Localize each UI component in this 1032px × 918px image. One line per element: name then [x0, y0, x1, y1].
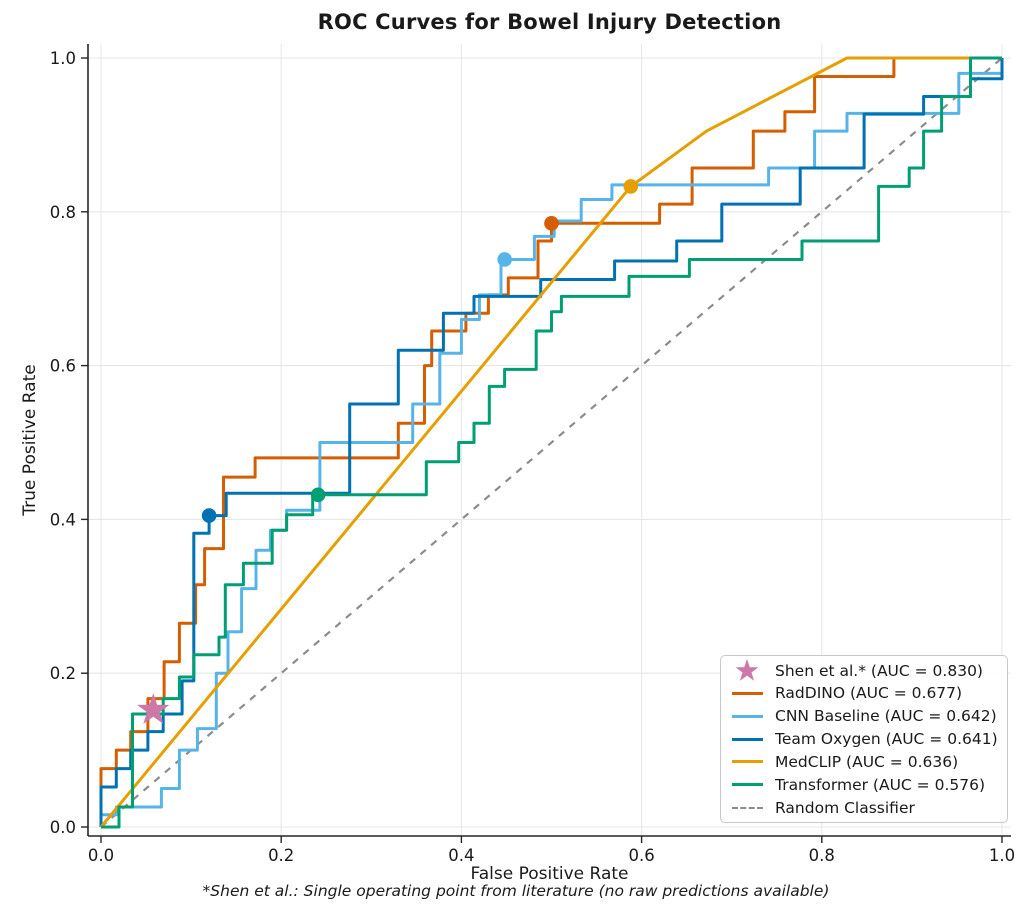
roc-curve-transformer-auc-0-576 [101, 56, 1002, 829]
operating-point-star-shen-et-al-auc-0-830 [137, 693, 170, 724]
operating-point-cnn-baseline-auc-0-642 [497, 252, 512, 267]
y-tick-label: 0.2 [50, 664, 76, 683]
star-icon [726, 658, 768, 684]
star-glyph [735, 658, 759, 681]
legend-label: Transformer (AUC = 0.576) [775, 775, 986, 794]
line-swatch-icon [726, 783, 768, 787]
x-tick-label: 0.0 [88, 846, 114, 865]
chart-title: ROC Curves for Bowel Injury Detection [317, 10, 782, 34]
legend-item-random-classifier: Random Classifier [726, 796, 1001, 819]
x-tick-label: 0.6 [628, 846, 654, 865]
x-axis-label: False Positive Rate [470, 864, 629, 884]
legend-item-medclip-auc-0-636: MedCLIP (AUC = 0.636) [726, 750, 1001, 773]
footnote: *Shen et al.: Single operating point fro… [202, 882, 830, 900]
line-swatch-icon [726, 691, 768, 695]
roc-curve-cnn-baseline-auc-0-642 [99, 58, 1004, 827]
legend-label: RadDINO (AUC = 0.677) [775, 684, 963, 703]
y-tick-label: 1.0 [50, 49, 76, 68]
line-swatch-icon [726, 760, 768, 764]
legend-item-shen-et-al-auc-0-830: Shen et al.* (AUC = 0.830) [726, 658, 1001, 684]
operating-point-medclip-auc-0-636 [623, 179, 639, 194]
y-tick-label: 0.6 [50, 357, 76, 376]
legend-item-transformer-auc-0-576: Transformer (AUC = 0.576) [726, 773, 1001, 796]
roc-curve-medclip-auc-0-636 [99, 56, 1002, 828]
legend-label: Shen et al.* (AUC = 0.830) [775, 661, 983, 680]
legend-label: CNN Baseline (AUC = 0.642) [775, 707, 997, 726]
y-axis-label: True Positive Rate [20, 364, 40, 516]
legend-label: Random Classifier [775, 798, 915, 817]
x-tick-label: 0.8 [809, 846, 835, 865]
roc-curve-random-classifier [100, 57, 1003, 828]
line-swatch-icon [726, 737, 768, 741]
legend-label: Team Oxygen (AUC = 0.641) [775, 730, 998, 749]
operating-point-raddino-auc-0-677 [544, 216, 559, 231]
operating-point-transformer-auc-0-576 [310, 487, 326, 503]
y-tick-label: 0.4 [50, 510, 76, 529]
legend: Shen et al.* (AUC = 0.830) RadDINO (AUC =… [720, 655, 1008, 823]
legend-item-cnn-baseline-auc-0-642: CNN Baseline (AUC = 0.642) [726, 705, 1001, 728]
x-tick-label: 0.2 [268, 846, 294, 865]
y-tick-label: 0.0 [50, 818, 76, 837]
legend-item-team-oxygen-auc-0-641: Team Oxygen (AUC = 0.641) [726, 728, 1001, 751]
roc-curve-team-oxygen-auc-0-641 [99, 58, 1004, 827]
dashed-line-icon [726, 806, 768, 809]
operating-point-team-oxygen-auc-0-641 [201, 508, 217, 523]
legend-label: MedCLIP (AUC = 0.636) [775, 752, 959, 771]
y-tick-label: 0.8 [50, 203, 76, 222]
line-swatch-icon [726, 714, 768, 718]
x-tick-label: 0.4 [448, 846, 474, 865]
legend-item-raddino-auc-0-677: RadDINO (AUC = 0.677) [726, 682, 1001, 705]
x-tick-label: 1.0 [989, 846, 1015, 865]
